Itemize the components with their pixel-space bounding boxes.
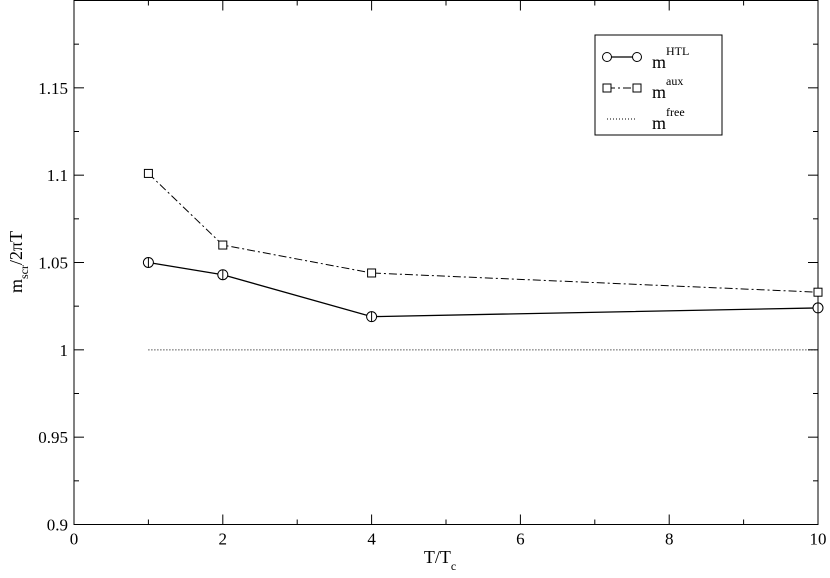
x-tick-label: 2 xyxy=(219,530,228,549)
data-point-aux xyxy=(218,240,228,250)
axis-ticks: 0 2 4 6 8 10 0.9 0.95 1 1.05 1.1 1.15 xyxy=(38,0,827,549)
y-tick-label: 1 xyxy=(60,341,69,360)
x-tick-label: 6 xyxy=(516,530,525,549)
data-point-aux xyxy=(813,287,823,297)
x-tick-label: 4 xyxy=(367,530,376,549)
data-point-aux xyxy=(143,168,153,178)
y-axis-title-sub: scr xyxy=(17,265,31,279)
legend-label-htl-sup: HTL xyxy=(666,44,689,58)
x-axis-title: T/Tc xyxy=(424,547,456,573)
legend-marker-htl-2 xyxy=(632,52,642,62)
legend-label-free-base: m xyxy=(652,113,666,133)
y-tick-label: 0.95 xyxy=(38,428,68,447)
legend-label-aux-sup: aux xyxy=(666,74,683,88)
legend-marker-aux-1 xyxy=(602,83,612,93)
y-axis-title-main: m xyxy=(6,279,26,293)
series-line-aux xyxy=(148,173,819,293)
legend-marker-htl-1 xyxy=(602,52,612,62)
x-tick-label: 0 xyxy=(70,530,79,549)
legend-label-aux: maux xyxy=(652,74,683,102)
y-axis-title-rest: /2πT xyxy=(6,231,26,265)
y-tick-label: 1.05 xyxy=(38,254,68,273)
y-axis-title: mscr/2πT xyxy=(6,231,31,293)
legend-entry-aux: maux xyxy=(602,74,683,102)
y-tick-label: 1.1 xyxy=(47,166,68,185)
x-tick-label: 8 xyxy=(665,530,674,549)
legend-label-aux-base: m xyxy=(652,82,666,102)
legend-label-htl: mHTL xyxy=(652,44,689,72)
legend-label-free: mfree xyxy=(652,105,685,133)
x-axis-title-main: T/T xyxy=(424,547,451,567)
legend-label-free-sup: free xyxy=(666,105,685,119)
data-point-aux xyxy=(367,268,377,278)
series-layer xyxy=(142,168,824,351)
x-axis-title-sub: c xyxy=(451,559,456,573)
y-tick-label: 0.9 xyxy=(47,516,68,535)
y-tick-label: 1.15 xyxy=(38,79,68,98)
legend-label-htl-base: m xyxy=(652,52,666,72)
legend-box xyxy=(594,34,723,136)
legend-marker-aux-2 xyxy=(632,83,642,93)
legend-entry-htl: mHTL xyxy=(602,44,689,72)
legend-entry-free: mfree xyxy=(607,105,685,133)
legend: mHTL maux mfree xyxy=(594,34,723,136)
series-line-htl xyxy=(148,261,819,318)
x-tick-label: 10 xyxy=(810,530,827,549)
